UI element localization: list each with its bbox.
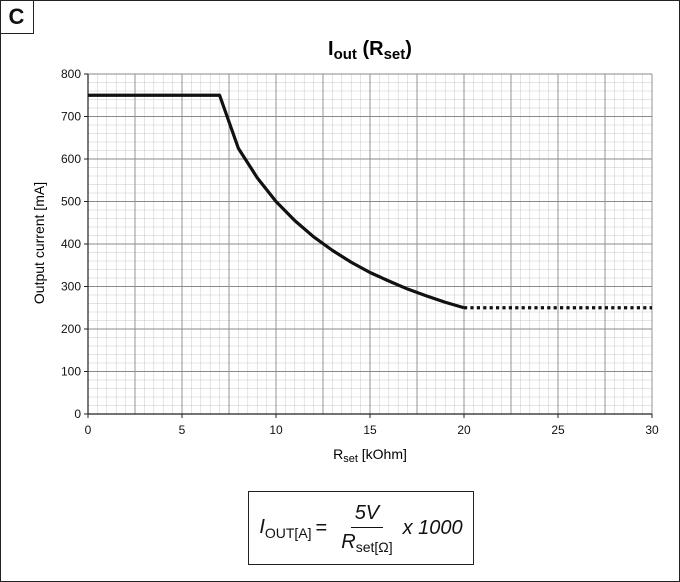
y-tick-label: 300 — [61, 280, 81, 294]
y-tick-label: 800 — [61, 67, 81, 81]
chart-title-sub: out — [334, 46, 357, 63]
y-axis-label: Output current [mA] — [31, 182, 47, 304]
chart-title-close: ) — [405, 38, 412, 60]
formula-multiplier: x 1000 — [402, 516, 463, 539]
formula-denominator-main: R — [341, 530, 356, 553]
x-axis-label: Rset [kOhm] — [333, 446, 407, 465]
y-tick-label: 600 — [61, 152, 81, 166]
formula-numerator: 5V — [350, 502, 384, 528]
series-line-solid — [88, 93, 465, 310]
data-series — [88, 93, 652, 310]
chart-title-main: I — [328, 38, 334, 60]
y-tick-label: 0 — [74, 407, 81, 421]
x-tick-label: 0 — [85, 423, 92, 437]
formula-fraction: 5V Rset[Ω] — [337, 502, 396, 555]
formula-denominator-sub: set[Ω] — [355, 538, 393, 555]
y-tick-label: 200 — [61, 322, 81, 336]
formula-lhs: IOUT[A] — [259, 516, 311, 541]
x-axis-label-sub: set — [343, 453, 358, 465]
x-tick-label: 30 — [645, 423, 659, 437]
x-axis-label-rest: [kOhm] — [358, 446, 407, 462]
x-tick-label: 15 — [363, 423, 377, 437]
x-axis-label-main: R — [333, 446, 343, 462]
chart-title-rest-sub: set — [384, 46, 406, 63]
y-tick-label: 100 — [61, 365, 81, 379]
chart-title-rest: (R — [357, 38, 384, 60]
formula-equals: = — [315, 516, 328, 539]
y-tick-label: 500 — [61, 195, 81, 209]
x-tick-label: 5 — [179, 423, 186, 437]
x-tick-label: 10 — [269, 423, 283, 437]
x-tick-label: 20 — [457, 423, 471, 437]
chart-title: Iout (Rset) — [328, 38, 412, 63]
formula-box: IOUT[A] = 5V Rset[Ω] x 1000 — [248, 491, 474, 565]
panel-label: C — [0, 0, 34, 34]
formula-lhs-main: I — [259, 515, 265, 538]
x-tick-label: 25 — [551, 423, 565, 437]
formula-lhs-sub: OUT[A] — [264, 524, 312, 541]
formula-denominator: Rset[Ω] — [337, 528, 396, 555]
y-tick-label: 700 — [61, 110, 81, 124]
y-tick-label: 400 — [61, 237, 81, 251]
